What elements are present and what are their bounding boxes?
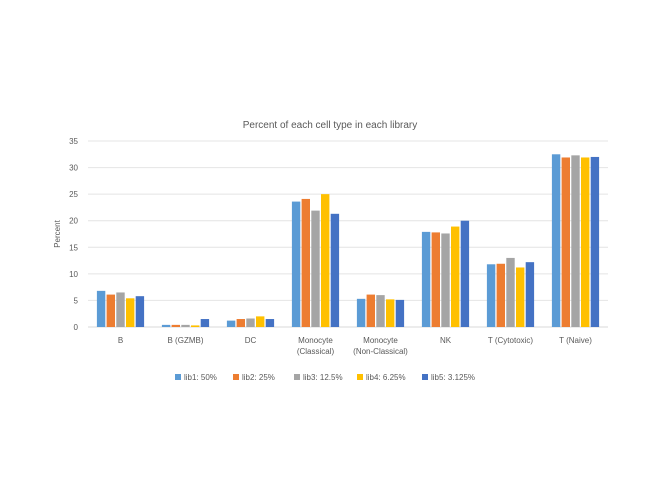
bar xyxy=(516,267,525,327)
bar xyxy=(561,157,570,327)
x-category-label: T (Naive) xyxy=(559,336,592,345)
bar xyxy=(330,213,340,327)
bar xyxy=(356,298,366,327)
bar xyxy=(376,295,385,327)
y-tick-label: 20 xyxy=(69,217,78,226)
bar xyxy=(386,299,395,327)
legend: lib1: 50% lib2: 25% lib3: 12.5% lib4: 6.25%… xyxy=(175,373,475,382)
bar xyxy=(96,290,106,327)
bar xyxy=(551,154,561,327)
bar xyxy=(395,299,405,327)
legend-label: lib5: 3.125% xyxy=(431,373,475,382)
y-axis-ticks: 0 5 10 15 20 25 30 35 xyxy=(69,137,78,332)
bar xyxy=(525,262,535,327)
y-tick-label: 0 xyxy=(74,323,79,332)
legend-label: lib2: 25% xyxy=(242,373,275,382)
x-category-label: B xyxy=(118,336,123,345)
bar xyxy=(506,257,515,327)
bar xyxy=(171,324,180,327)
bar xyxy=(366,294,375,327)
bar xyxy=(181,324,190,327)
x-category-label: Monocyte xyxy=(298,336,333,345)
bar xyxy=(161,324,171,327)
bar xyxy=(311,210,320,327)
y-tick-label: 30 xyxy=(69,164,78,173)
y-tick-label: 25 xyxy=(69,190,78,199)
y-tick-label: 35 xyxy=(69,137,78,146)
bar xyxy=(581,157,590,327)
bar xyxy=(126,298,135,327)
bar xyxy=(321,194,330,327)
x-category-label: T (Cytotoxic) xyxy=(488,336,534,345)
bar xyxy=(106,294,115,327)
x-category-label: (Non-Classical) xyxy=(353,347,408,356)
x-category-label: DC xyxy=(245,336,257,345)
bar xyxy=(496,263,505,327)
bar xyxy=(246,318,255,327)
bar xyxy=(256,316,265,327)
bars xyxy=(96,154,600,327)
legend-swatch xyxy=(233,374,239,380)
bar xyxy=(226,320,236,327)
x-category-label: Monocyte xyxy=(363,336,398,345)
bar xyxy=(571,155,580,327)
bar xyxy=(116,292,125,327)
legend-swatch xyxy=(357,374,363,380)
bar xyxy=(301,198,310,327)
bar xyxy=(291,201,301,327)
bar xyxy=(441,233,450,327)
y-tick-label: 15 xyxy=(69,243,78,252)
x-axis-categories: B B (GZMB) DC Monocyte (Classical) Monocyte (N… xyxy=(118,336,592,356)
legend-swatch xyxy=(294,374,300,380)
x-category-label: B (GZMB) xyxy=(168,336,204,345)
chart-title: Percent of each cell type in each librar… xyxy=(243,120,418,131)
legend-label: lib1: 50% xyxy=(184,373,217,382)
legend-swatch xyxy=(422,374,428,380)
legend-swatch xyxy=(175,374,181,380)
y-tick-label: 5 xyxy=(74,296,79,305)
bar xyxy=(265,319,275,327)
bar xyxy=(431,232,440,327)
x-category-label: NK xyxy=(440,336,452,345)
bar xyxy=(460,220,470,327)
bar xyxy=(236,319,245,327)
legend-label: lib4: 6.25% xyxy=(366,373,406,382)
bar xyxy=(486,264,496,327)
bar xyxy=(135,296,145,327)
bar xyxy=(590,156,600,327)
bar xyxy=(191,325,200,327)
x-category-label: (Classical) xyxy=(297,347,335,356)
y-tick-label: 10 xyxy=(69,270,78,279)
legend-label: lib3: 12.5% xyxy=(303,373,343,382)
bar xyxy=(451,226,460,327)
bar xyxy=(200,319,210,327)
gridlines xyxy=(88,140,608,328)
y-axis-title: Percent xyxy=(53,219,62,247)
bar xyxy=(421,231,431,327)
